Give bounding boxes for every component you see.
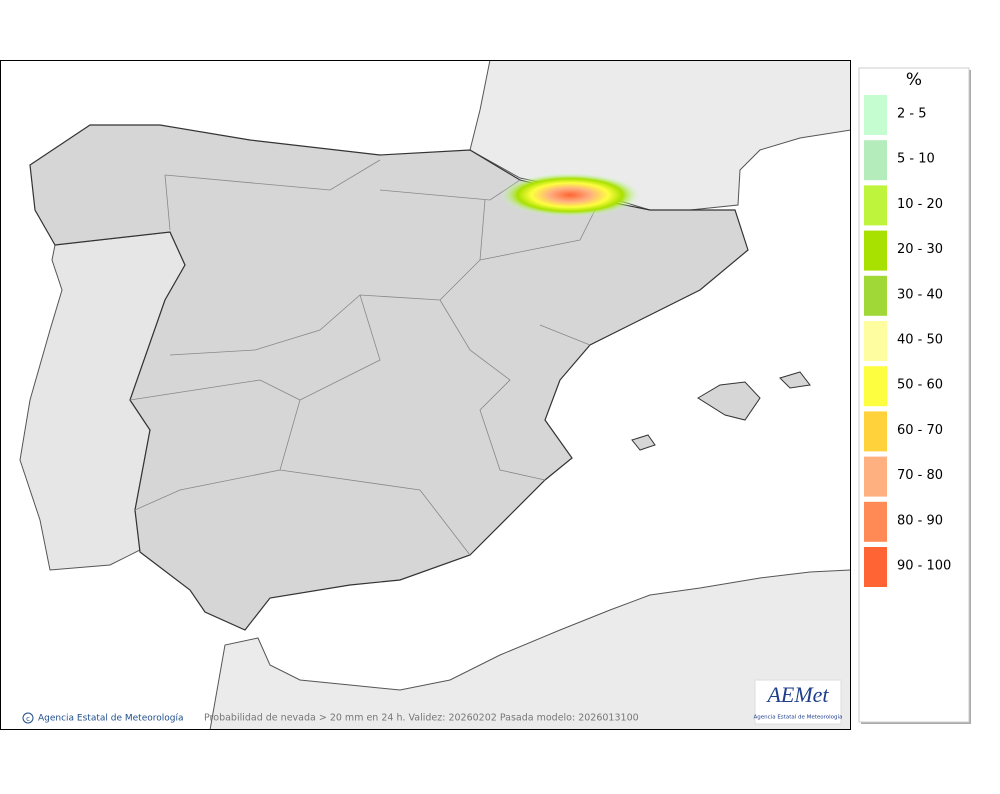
- legend-swatch: [864, 185, 887, 226]
- legend-label: 10 - 20: [897, 197, 943, 212]
- legend-label: 70 - 80: [897, 468, 943, 483]
- legend-label: 20 - 30: [897, 242, 943, 257]
- snow-probability-area: [500, 173, 640, 217]
- menorca: [779, 371, 811, 389]
- legend-label: 90 - 100: [897, 559, 951, 574]
- legend-swatch: [864, 140, 887, 181]
- logo-box: [754, 679, 842, 725]
- copyright-icon: [22, 712, 34, 724]
- legend-title: %: [906, 70, 922, 90]
- legend-swatch: [864, 501, 887, 542]
- legend-swatch: [864, 275, 887, 316]
- legend-label: 50 - 60: [897, 378, 943, 393]
- logo-name: AEMet: [765, 682, 829, 707]
- legend-label: 80 - 90: [897, 513, 943, 528]
- legend-swatch: [864, 411, 887, 452]
- legend-swatch: [864, 230, 887, 271]
- caption: Probabilidad de nevada > 20 mm en 24 h. …: [204, 713, 639, 724]
- logo: AEMet Agencia Estatal de Meteorología: [754, 679, 843, 725]
- credit: c Agencia Estatal de Meteorología: [22, 712, 184, 724]
- map-frame: [0, 60, 851, 730]
- legend-swatch: [864, 547, 887, 587]
- legend-swatch: [864, 456, 887, 497]
- legend-label: 40 - 50: [897, 333, 943, 348]
- legend-swatch: [864, 321, 887, 361]
- legend: % 2 - 5 5 - 10 10 - 20 20 - 30 30 - 40 40 - 5…: [858, 67, 971, 724]
- africa: [209, 569, 850, 729]
- legend-label: 2 - 5: [897, 107, 927, 122]
- credit-text: Agencia Estatal de Meteorología: [38, 714, 184, 724]
- mallorca: [697, 381, 761, 421]
- spain: [29, 124, 749, 631]
- map: [1, 61, 850, 729]
- legend-label: 5 - 10: [897, 152, 935, 167]
- legend-label: 60 - 70: [897, 423, 943, 438]
- copyright-letter: c: [26, 715, 30, 723]
- region-borders: [129, 159, 601, 556]
- logo-subtitle: Agencia Estatal de Meteorología: [754, 714, 843, 721]
- legend-swatch: [864, 366, 887, 407]
- legend-swatch: [864, 95, 887, 135]
- ibiza: [631, 434, 656, 451]
- legend-label: 30 - 40: [897, 287, 943, 302]
